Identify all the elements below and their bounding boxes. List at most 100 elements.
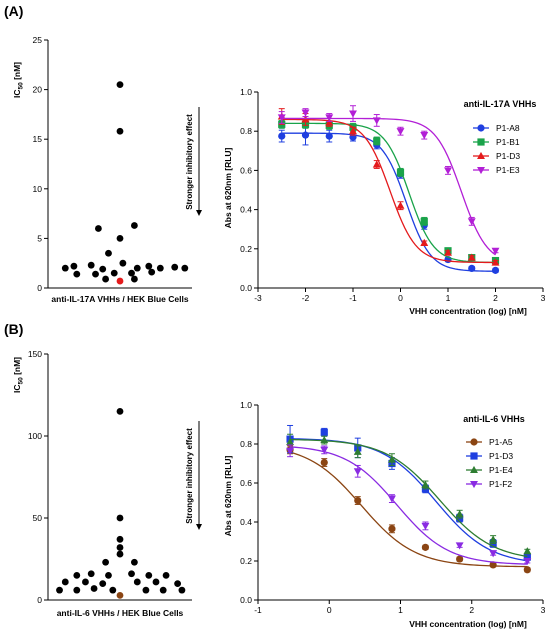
series-p1-e3-point bbox=[301, 109, 310, 117]
series-p1-e3-point bbox=[420, 132, 429, 140]
curve-a-xtick-label: -3 bbox=[254, 293, 262, 303]
curve-b-xlabel: VHH concentration (log) [nM] bbox=[409, 619, 527, 629]
scatter-b-point bbox=[131, 558, 138, 566]
scatter-a-point bbox=[171, 263, 179, 271]
scatter-b-ytick-label: 50 bbox=[33, 513, 43, 523]
series-p1-d3-point bbox=[420, 238, 429, 246]
scatter-b: 0 50 100 150 bbox=[28, 349, 192, 605]
scatter-b-point bbox=[162, 572, 170, 579]
scatter-b-point bbox=[116, 550, 124, 558]
curve-b-ytick-label: 0.4 bbox=[240, 517, 252, 527]
scatter-a-xlabel: anti-IL-17A VHHs / HEK Blue Cells bbox=[51, 294, 188, 304]
series-p1-b1-fit-line bbox=[281, 122, 496, 264]
scatter-b-point bbox=[109, 586, 117, 594]
series-p1-e3-point bbox=[467, 218, 476, 226]
legend-label: P1-A5 bbox=[489, 437, 513, 447]
annotation-a: Stronger inhibitory effect bbox=[185, 114, 194, 210]
curve-b-xtick-label: 2 bbox=[469, 605, 474, 615]
series-p1-d3-point bbox=[523, 553, 531, 561]
scatter-b-ytick-label: 100 bbox=[28, 431, 42, 441]
series-p1-a5-fit-line bbox=[289, 451, 528, 568]
legend-label: P1-E3 bbox=[496, 165, 520, 175]
curve-a-ytick-label: 0.8 bbox=[240, 126, 252, 136]
curve-b-ytick-label: 0.0 bbox=[240, 595, 252, 605]
scatter-a: 0 5 10 15 20 25 bbox=[33, 35, 192, 293]
scatter-a-highlight-point bbox=[116, 277, 124, 285]
series-p1-e4-point bbox=[523, 547, 532, 555]
legend-label: P1-F2 bbox=[489, 479, 512, 489]
series-p1-e4-point bbox=[489, 535, 498, 543]
curve-b-xtick-label: 1 bbox=[398, 605, 403, 615]
legend-marker bbox=[470, 480, 478, 489]
series-p1-f2-point bbox=[353, 468, 362, 476]
scatter-a-point bbox=[87, 261, 95, 269]
scatter-b-point bbox=[90, 585, 98, 592]
annotation-arrow-a bbox=[196, 107, 202, 216]
series-p1-f2-point bbox=[320, 446, 329, 454]
legend-marker bbox=[470, 452, 478, 460]
series-p1-e3-point bbox=[444, 167, 452, 175]
series-p1-e3-point bbox=[277, 114, 286, 122]
series-p1-e3-point bbox=[491, 247, 500, 255]
scatter-b-point bbox=[133, 578, 141, 586]
scatter-a-point bbox=[61, 264, 69, 272]
series-p1-f2-point bbox=[523, 557, 532, 566]
series-p1-f2-point bbox=[387, 495, 396, 503]
scatter-a-point bbox=[148, 268, 156, 276]
series-p1-a8-point bbox=[468, 264, 476, 272]
curve-b-ytick-label: 1.0 bbox=[240, 400, 252, 410]
series-p1-f2-point bbox=[455, 542, 464, 550]
curve-b-xtick-label: -1 bbox=[254, 605, 262, 615]
curve-b-xtick-label: 3 bbox=[541, 605, 546, 615]
series-p1-b1-point bbox=[373, 137, 381, 145]
series-p1-d3: P1-D3 bbox=[277, 108, 520, 266]
series-p1-b1-point bbox=[396, 168, 405, 176]
series-p1-a8: P1-A8 bbox=[278, 123, 520, 274]
scatter-b-point bbox=[73, 586, 81, 594]
legend-label: P1-D3 bbox=[496, 151, 520, 161]
series-p1-b1-point bbox=[420, 217, 428, 225]
scatter-a-point bbox=[70, 262, 78, 270]
series-p1-a8-point bbox=[301, 131, 310, 139]
scatter-b-point bbox=[178, 586, 186, 594]
legend-marker bbox=[477, 138, 485, 146]
curve-a-xtick-label: -1 bbox=[349, 293, 357, 303]
scatter-b-point bbox=[116, 544, 124, 551]
scatter-a-point bbox=[181, 264, 189, 272]
series-p1-d3-point bbox=[467, 253, 476, 261]
legend-label: P1-A8 bbox=[496, 123, 520, 133]
scatter-a-ytick-label: 15 bbox=[33, 134, 43, 144]
legend-marker bbox=[470, 438, 478, 446]
annotation-arrow-b bbox=[196, 421, 202, 530]
scatter-a-point bbox=[95, 225, 102, 232]
series-p1-e3-point bbox=[372, 117, 381, 125]
series-p1-e4-point bbox=[286, 437, 295, 446]
scatter-b-ylabel: IC50 [nM] bbox=[12, 357, 25, 393]
series-p1-d3-fit-line bbox=[281, 118, 496, 264]
curve-a-xlabel: VHH concentration (log) [nM] bbox=[409, 306, 527, 316]
series-p1-a5-point bbox=[523, 566, 531, 574]
series-p1-d3-point bbox=[444, 248, 452, 256]
curve-b-title: anti-IL-6 VHHs bbox=[463, 414, 525, 424]
scatter-b-point bbox=[99, 580, 107, 587]
series-p1-e3-fit-line bbox=[281, 117, 496, 256]
series-p1-a8-point bbox=[325, 132, 333, 140]
series-p1-e4-point bbox=[320, 435, 329, 444]
scatter-b-point bbox=[174, 580, 182, 587]
series-p1-d3-point bbox=[320, 428, 328, 436]
series-p1-a8-point bbox=[278, 132, 286, 140]
scatter-a-point bbox=[92, 270, 99, 278]
scatter-b-point bbox=[128, 570, 135, 578]
legend-marker bbox=[477, 151, 485, 160]
series-p1-e3-point bbox=[349, 110, 357, 118]
scatter-b-point bbox=[82, 578, 89, 586]
scatter-b-point bbox=[142, 586, 150, 594]
series-p1-a5-point bbox=[354, 496, 362, 505]
scatter-b-point bbox=[116, 408, 124, 415]
scatter-a-point bbox=[133, 264, 141, 272]
scatter-a-ytick-label: 0 bbox=[37, 283, 42, 293]
curve-a: -3 -2 -1 0 1 2 3 0.0 0.2 0.4 0.6 0.8 1.0 P1-A8 P1-B1 P1… bbox=[240, 87, 545, 303]
scatter-b-xlabel: anti-IL-6 VHHs / HEK Blue Cells bbox=[57, 608, 184, 618]
scatter-a-ytick-label: 25 bbox=[33, 35, 43, 45]
